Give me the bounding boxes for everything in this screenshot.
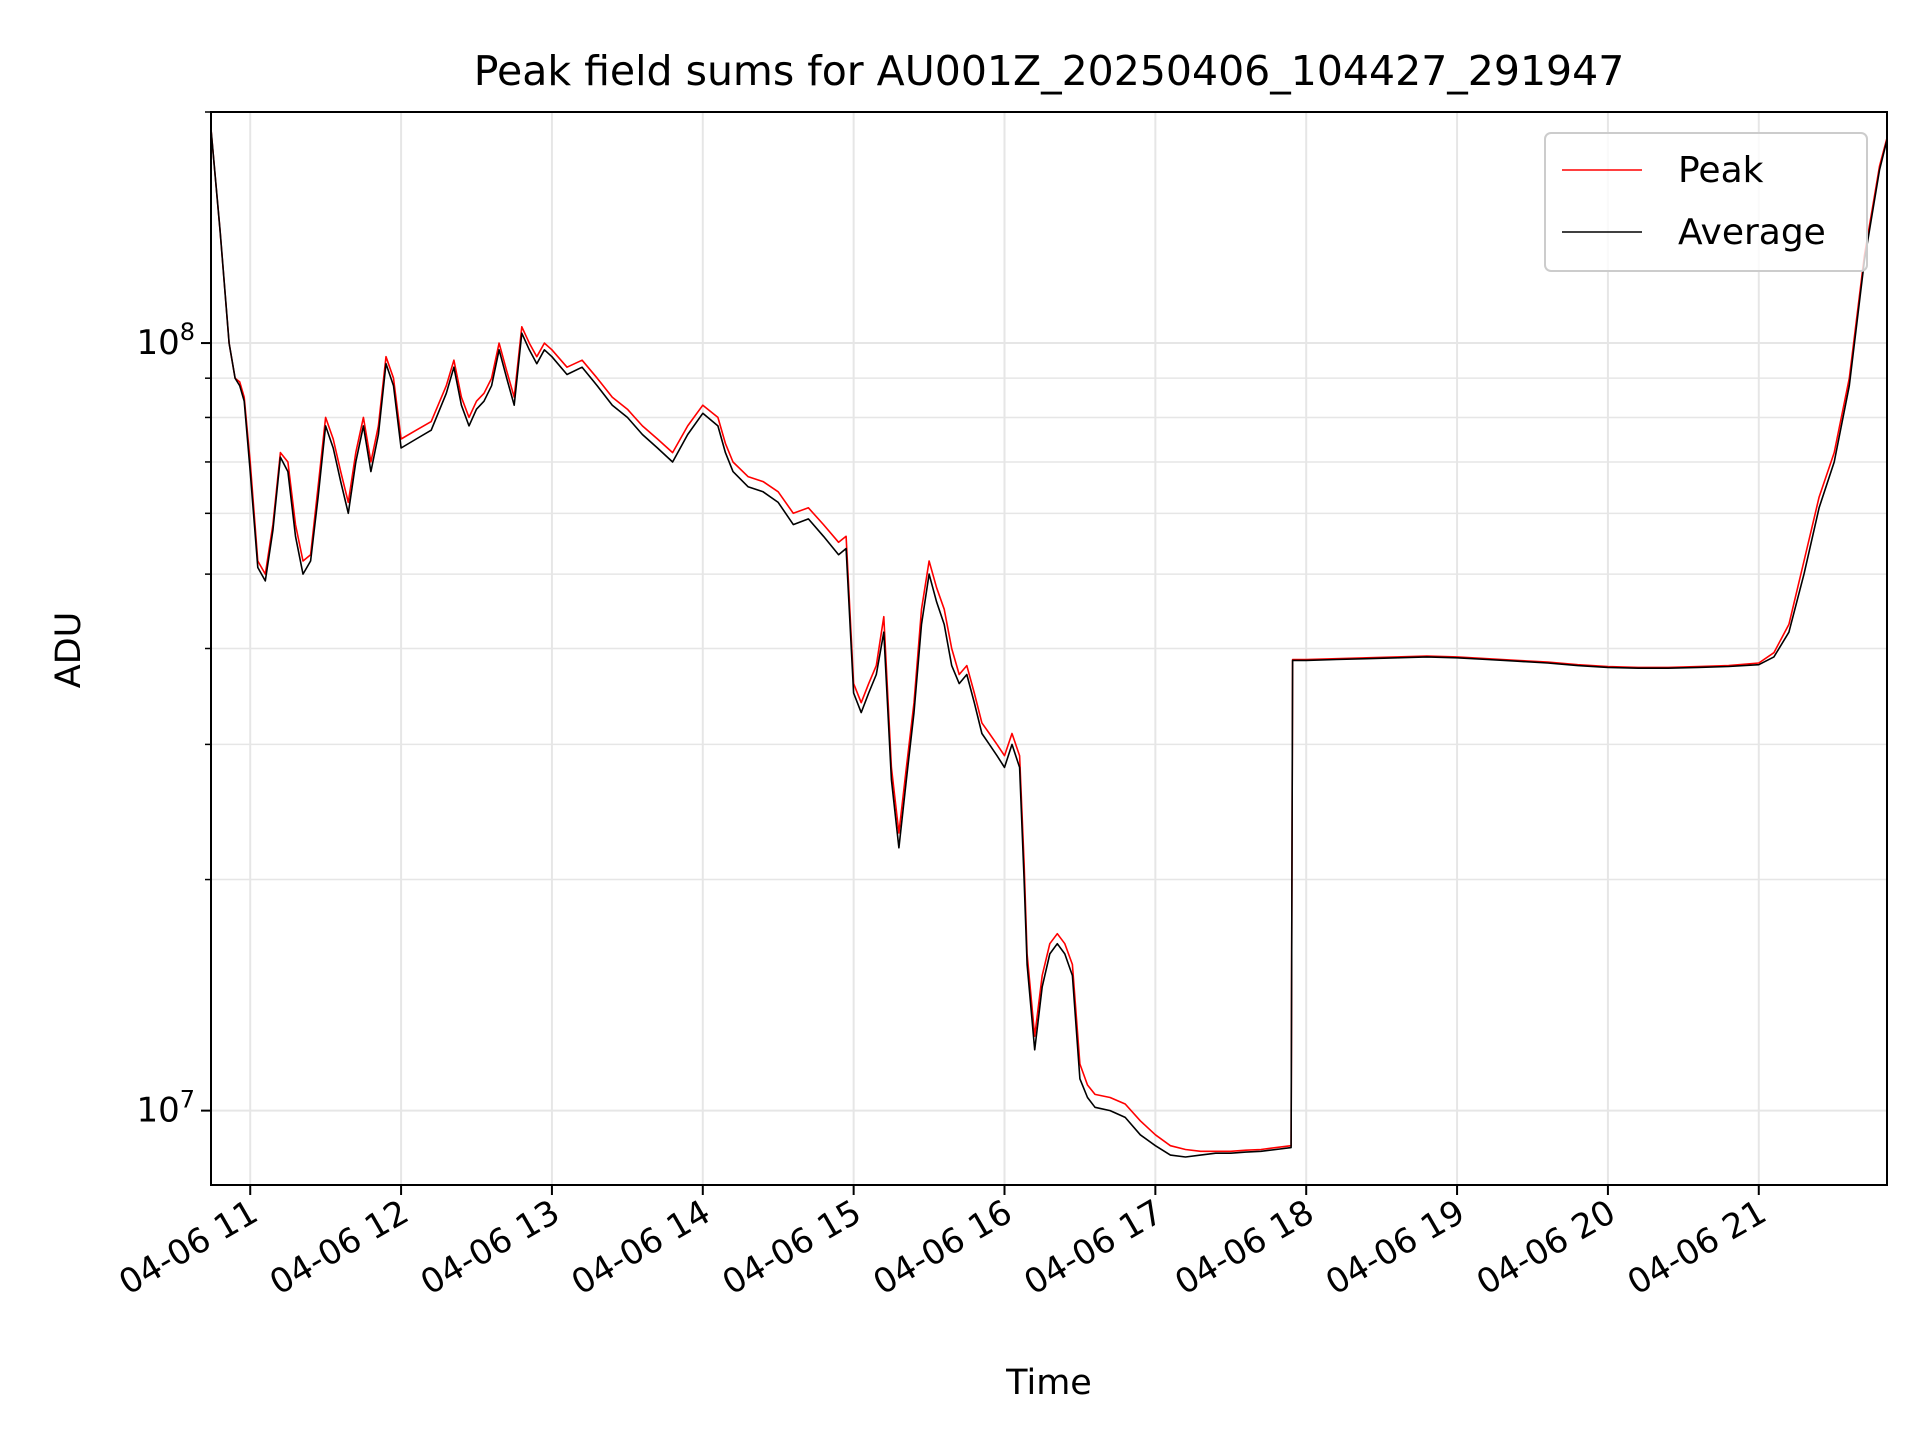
series-line-average [210,129,1888,1158]
legend: Peak Average [1544,132,1868,272]
y-tick-label: 108 [136,318,195,363]
legend-label-peak: Peak [1678,150,1764,191]
chart-title: Peak field sums for AU001Z_20250406_1044… [474,47,1625,95]
y-tick-label: 107 [136,1086,195,1131]
y-axis-label: ADU [49,612,89,689]
legend-box [1544,132,1868,272]
series-line-peak [210,129,1888,1153]
legend-label-average: Average [1678,212,1826,253]
x-axis-label: Time [1005,1363,1092,1403]
data-series [210,129,1888,1158]
